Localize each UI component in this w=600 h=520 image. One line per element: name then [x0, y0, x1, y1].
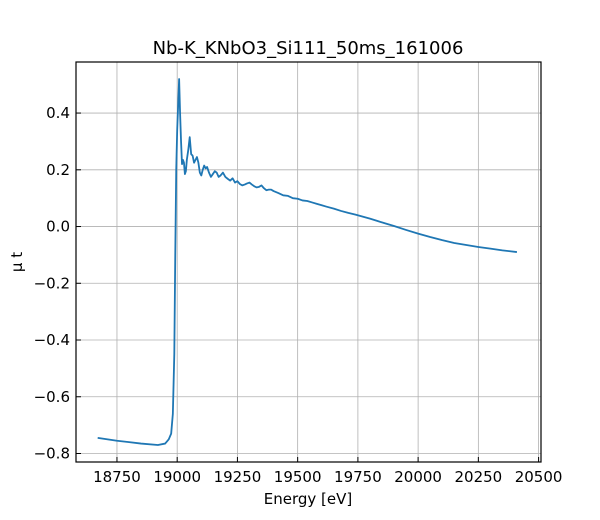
y-axis-label: μ t — [8, 252, 26, 272]
grid-lines — [76, 62, 541, 462]
y-axis: −0.8 −0.6 −0.4 −0.2 0.0 0.2 0.4 — [34, 104, 81, 462]
x-tick-label: 19500 — [274, 468, 322, 486]
x-tick-label: 18750 — [93, 468, 141, 486]
x-tick-label: 19250 — [214, 468, 262, 486]
x-axis-label: Energy [eV] — [264, 490, 352, 508]
y-tick-label: −0.4 — [34, 331, 70, 349]
x-tick-label: 20000 — [394, 468, 442, 486]
x-axis: 18750 19000 19250 19500 19750 20000 20250 20500 — [93, 457, 562, 486]
x-tick-label: 19000 — [153, 468, 201, 486]
x-tick-label: 20250 — [454, 468, 502, 486]
y-tick-label: 0.4 — [46, 104, 70, 122]
x-tick-label: 19750 — [334, 468, 382, 486]
x-tick-label: 20500 — [515, 468, 563, 486]
series-line — [97, 78, 518, 446]
y-tick-label: −0.6 — [34, 388, 70, 406]
chart-title: Nb-K_KNbO3_Si111_50ms_161006 — [153, 38, 464, 59]
plot-frame — [75, 61, 542, 463]
y-tick-label: 0.0 — [46, 218, 70, 236]
y-tick-label: −0.2 — [34, 274, 70, 292]
y-tick-label: 0.2 — [46, 161, 70, 179]
y-tick-label: −0.8 — [34, 444, 70, 462]
